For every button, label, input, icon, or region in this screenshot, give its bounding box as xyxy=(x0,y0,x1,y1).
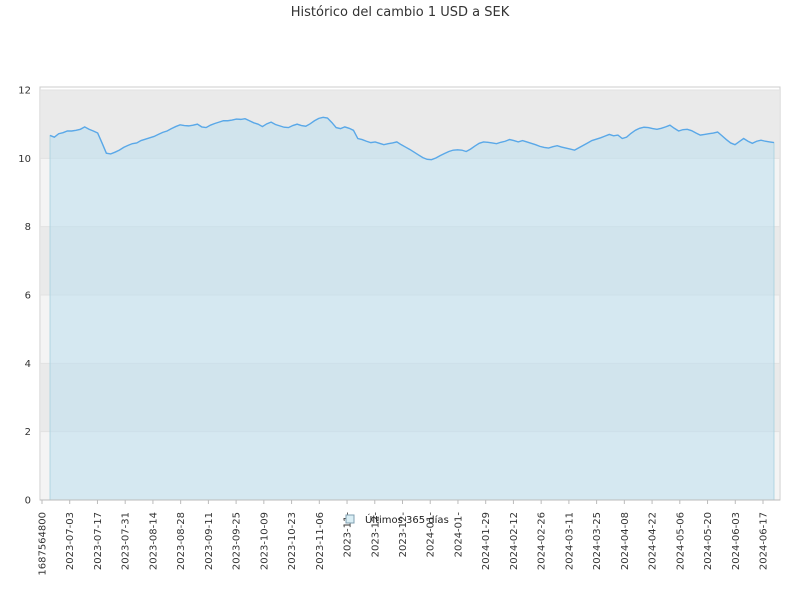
x-tick-label: 2023-12- xyxy=(370,512,381,558)
x-tick-label: 2024-05-20 xyxy=(703,512,714,570)
y-tick-label: 8 xyxy=(25,222,31,233)
x-tick-label: 2024-02-26 xyxy=(537,512,548,570)
x-tick-label: 2024-04-08 xyxy=(620,512,631,570)
x-tick-label: 2023-09-11 xyxy=(204,512,215,570)
x-tick-label: 2023-12- xyxy=(398,512,409,558)
area-fill xyxy=(49,116,775,501)
x-tick-label: 2024-01- xyxy=(453,512,464,558)
y-tick-label: 0 xyxy=(25,496,31,507)
x-tick-label: 2023-07-17 xyxy=(93,512,104,570)
x-tick-label: 2023-10-23 xyxy=(287,512,298,570)
y-tick-label: 4 xyxy=(25,359,31,370)
x-tick-label: 2023-11- xyxy=(343,512,354,558)
x-tick-label: 2023-07-31 xyxy=(121,512,132,570)
x-tick-label: 2023-09-25 xyxy=(232,512,243,570)
x-tick-label: 2024-06-17 xyxy=(759,512,770,570)
x-tick-label: 2024-03-25 xyxy=(592,512,603,570)
legend-label[interactable]: Últimos 365 días xyxy=(365,513,449,526)
x-tick-label: 2023-10-09 xyxy=(259,512,270,570)
x-tick-label: 2024-03-11 xyxy=(564,512,575,570)
x-tick-label: 2024-01-29 xyxy=(481,512,492,570)
chart-title: Histórico del cambio 1 USD a SEK xyxy=(291,5,510,20)
area-layer xyxy=(49,116,775,501)
series-line xyxy=(49,116,775,161)
x-tick-label: 2024-04-22 xyxy=(648,512,659,570)
x-tick-label: 1687564800 xyxy=(38,512,49,576)
legend[interactable]: Últimos 365 días xyxy=(345,513,449,526)
y-tick-label: 2 xyxy=(25,427,31,438)
x-tick-label: 2024-06-03 xyxy=(731,512,742,570)
y-tick-label: 6 xyxy=(25,291,31,302)
x-tick-label: 2023-07-03 xyxy=(65,512,76,570)
y-tick-label: 12 xyxy=(18,86,31,97)
x-tick-label: 2023-08-28 xyxy=(176,512,187,570)
legend-swatch[interactable] xyxy=(345,514,355,524)
x-tick-label: 2023-08-14 xyxy=(148,512,159,570)
x-tick-label: 2023-11-06 xyxy=(315,512,326,570)
x-tick-label: 2024-05-06 xyxy=(675,512,686,570)
axis-layer: 0 2 4 6 8 10 12 1687564800 2023-07-03 2023-07-17 2… xyxy=(18,86,780,576)
x-tick-label: 2024-01- xyxy=(426,512,437,558)
x-tick-label: 2024-02-12 xyxy=(509,512,520,570)
y-tick-label: 10 xyxy=(18,154,31,165)
